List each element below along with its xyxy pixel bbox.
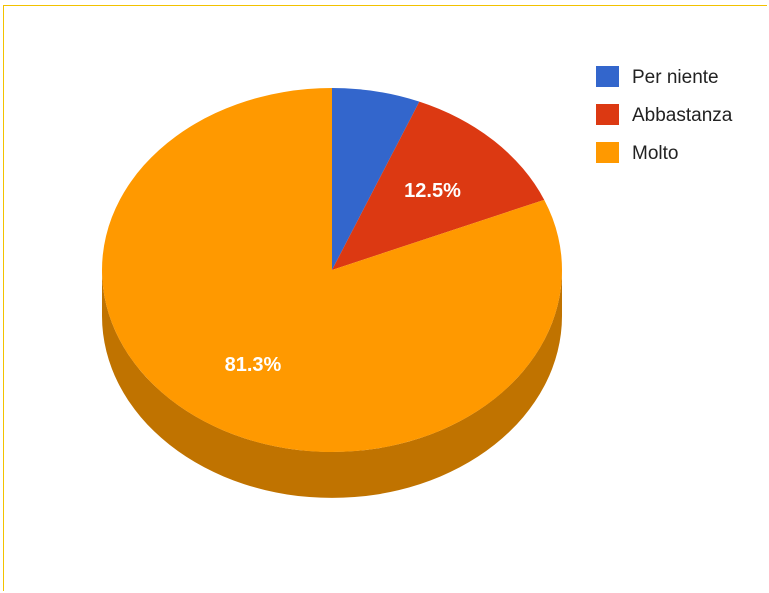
legend: Per niente Abbastanza Molto bbox=[596, 66, 733, 164]
pie-data-labels: 12.5% 81.3% bbox=[225, 180, 461, 376]
legend-swatch-molto bbox=[596, 142, 619, 163]
pie-slice-abbastanza[interactable] bbox=[332, 101, 545, 270]
legend-label-per-niente: Per niente bbox=[632, 67, 719, 88]
pie-side-molto bbox=[102, 270, 562, 498]
pie-slices bbox=[101, 88, 562, 453]
data-label-molto: 81.3% bbox=[225, 354, 282, 376]
legend-swatch-abbastanza bbox=[596, 104, 619, 125]
legend-swatch-per-niente bbox=[596, 66, 619, 87]
pie-slice-molto[interactable] bbox=[101, 88, 562, 453]
pie-depth bbox=[102, 270, 562, 498]
data-label-abbastanza: 12.5% bbox=[404, 180, 461, 202]
legend-label-molto: Molto bbox=[632, 143, 678, 164]
legend-label-abbastanza: Abbastanza bbox=[632, 105, 733, 126]
pie-slice-per-niente[interactable] bbox=[332, 88, 420, 270]
chart-frame bbox=[3, 5, 767, 591]
